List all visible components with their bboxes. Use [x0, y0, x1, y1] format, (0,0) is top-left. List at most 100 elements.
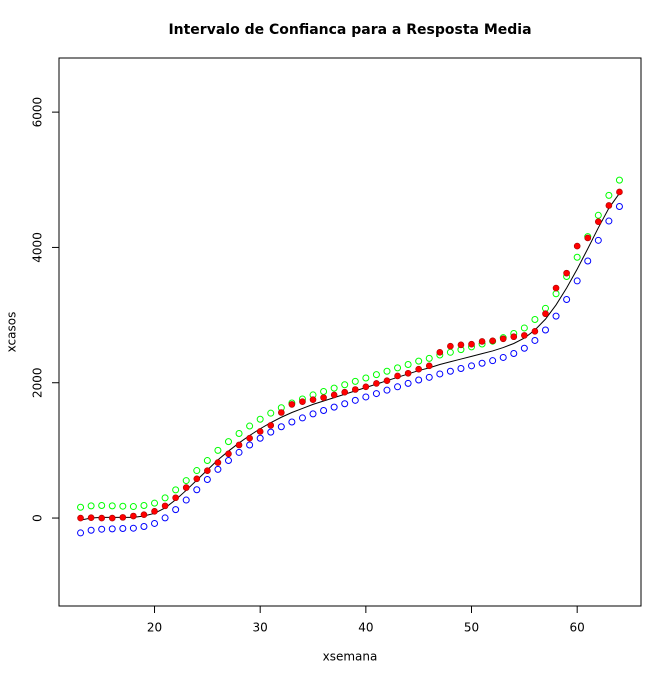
point: [446, 367, 454, 375]
point: [372, 371, 380, 379]
point: [541, 326, 549, 334]
point: [172, 494, 179, 502]
point: [108, 514, 116, 522]
point: [425, 373, 433, 381]
point: [573, 277, 581, 285]
point: [404, 379, 412, 387]
point: [288, 401, 296, 408]
point: [204, 467, 211, 474]
chart-title: Intervalo de Confianca para a Resposta M…: [168, 22, 531, 38]
plot-box: [58, 57, 642, 607]
point: [87, 502, 95, 510]
point: [605, 202, 613, 209]
point: [394, 372, 401, 380]
point: [267, 428, 275, 436]
point: [425, 362, 433, 370]
point: [140, 511, 148, 518]
point: [119, 525, 127, 533]
point: [404, 369, 412, 377]
point: [161, 514, 169, 522]
point: [436, 370, 444, 378]
point: [203, 475, 211, 483]
point: [140, 523, 148, 531]
point: [203, 457, 211, 465]
point: [521, 332, 528, 339]
point: [584, 234, 592, 242]
point: [330, 391, 338, 399]
point: [373, 380, 380, 387]
point: [362, 374, 370, 382]
point: [457, 341, 465, 349]
point: [394, 383, 402, 391]
point: [309, 410, 317, 418]
point: [87, 526, 95, 534]
point: [214, 459, 222, 466]
point: [108, 525, 116, 533]
point: [182, 484, 190, 491]
point: [140, 502, 148, 510]
point: [246, 422, 254, 430]
point: [520, 324, 528, 332]
point: [489, 337, 496, 345]
point: [542, 310, 549, 318]
point: [298, 414, 306, 422]
point: [616, 188, 623, 196]
point: [77, 503, 85, 511]
point: [129, 503, 137, 511]
point: [425, 354, 433, 362]
point: [552, 284, 560, 292]
point: [499, 353, 507, 361]
point: [235, 429, 243, 437]
point: [246, 434, 253, 442]
point: [436, 348, 444, 356]
point: [510, 333, 518, 341]
point: [489, 357, 497, 365]
point: [235, 448, 243, 456]
point: [531, 328, 539, 335]
point: [394, 364, 402, 372]
point: [224, 457, 232, 465]
point: [299, 398, 306, 405]
point: [214, 446, 222, 454]
point: [563, 269, 570, 277]
point: [415, 376, 423, 384]
point: [172, 506, 180, 514]
point: [151, 519, 159, 527]
point: [447, 342, 454, 350]
point: [573, 253, 581, 261]
point: [341, 400, 349, 408]
point: [330, 384, 338, 392]
y-tick-label: 6000: [31, 97, 45, 128]
point: [362, 383, 370, 391]
point: [351, 377, 359, 385]
point: [193, 475, 201, 483]
point: [119, 502, 127, 510]
point: [351, 396, 359, 404]
point: [404, 360, 412, 368]
point: [478, 338, 486, 345]
point: [172, 486, 180, 494]
point: [531, 315, 539, 323]
point: [615, 203, 623, 211]
point: [552, 312, 560, 320]
y-tick-label: 0: [31, 514, 45, 522]
point: [98, 514, 105, 522]
point: [256, 434, 264, 442]
point: [214, 465, 222, 473]
point: [605, 217, 613, 225]
y-tick-label: 4000: [31, 232, 45, 263]
x-tick-label: 30: [253, 621, 268, 635]
point: [129, 524, 137, 532]
x-tick-label: 50: [464, 621, 479, 635]
point: [182, 496, 190, 504]
point: [415, 357, 423, 365]
point: [563, 296, 571, 304]
point: [130, 512, 137, 520]
point: [119, 514, 127, 521]
point: [98, 525, 106, 533]
point: [383, 386, 391, 394]
point: [77, 514, 84, 522]
point: [341, 381, 349, 389]
